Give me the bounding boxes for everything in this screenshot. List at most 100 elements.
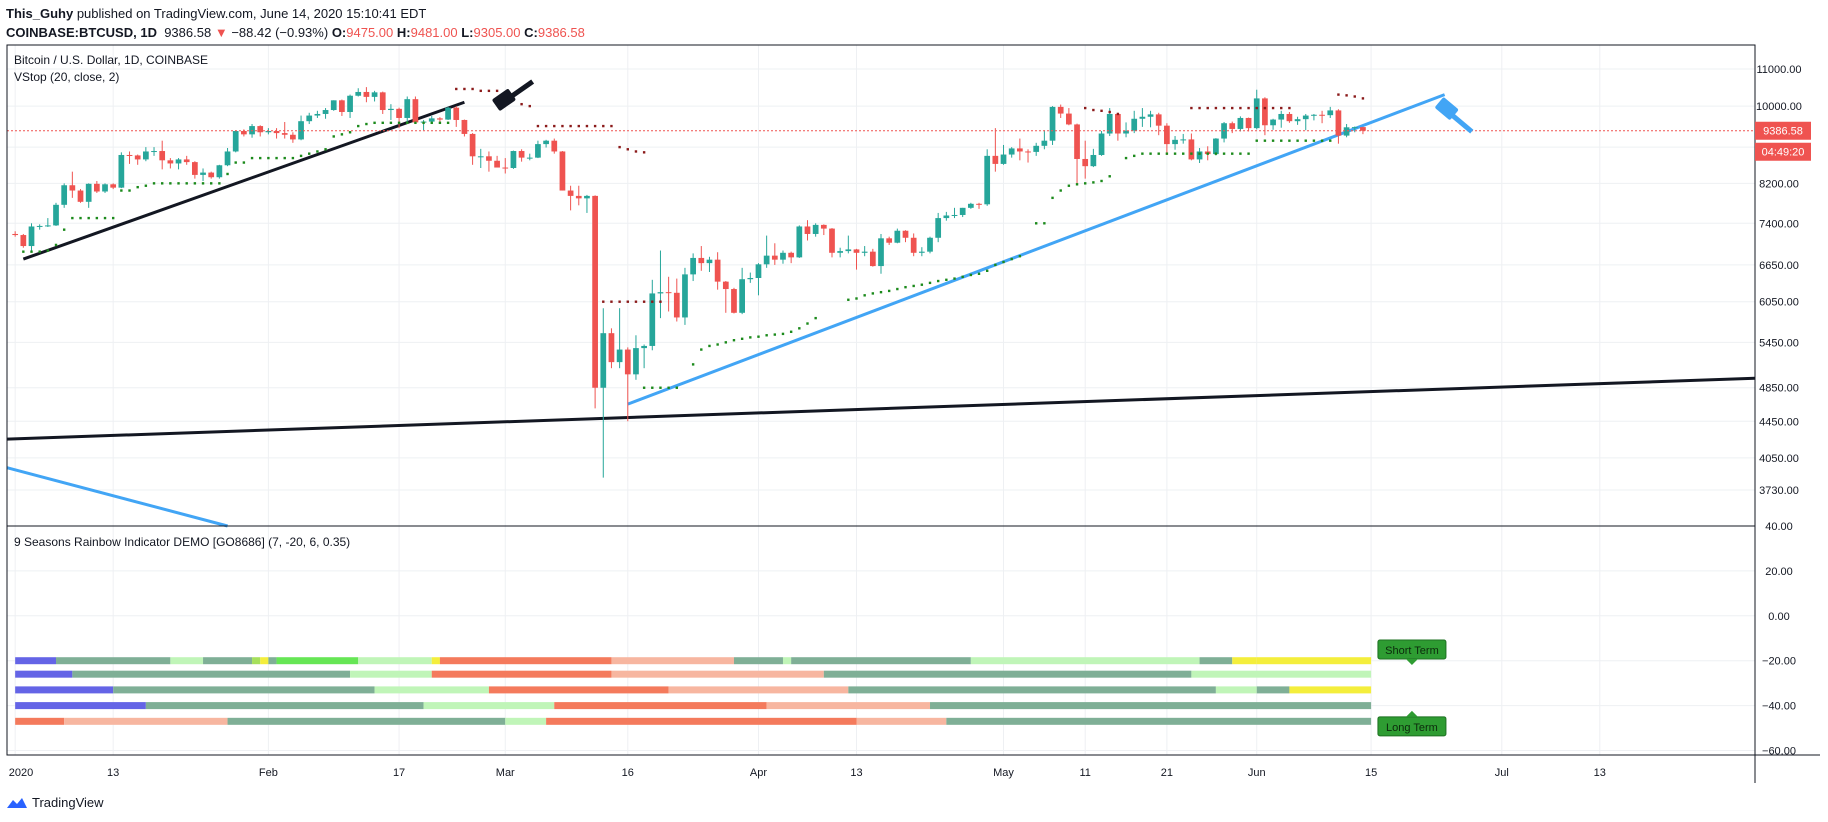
- vstop-dot: [667, 386, 670, 389]
- vstop-dot: [144, 184, 148, 187]
- vstop-dot: [1051, 196, 1054, 200]
- vstop-dot: [389, 121, 393, 125]
- candle-body: [1057, 106, 1064, 114]
- vstop-dot: [259, 156, 262, 160]
- candle-body: [192, 162, 198, 175]
- gavel-icon: [1435, 97, 1474, 134]
- candle-body: [216, 165, 223, 178]
- candle-body: [894, 230, 901, 243]
- footer: TradingView: [6, 795, 104, 810]
- vstop-dot: [1214, 106, 1218, 110]
- candle-body: [85, 183, 92, 202]
- candle-body: [739, 279, 745, 313]
- vstop-dot: [324, 148, 327, 151]
- candle-body: [28, 226, 35, 247]
- candle-body: [1319, 114, 1325, 116]
- vstop-dot: [602, 300, 605, 303]
- vstop-dot: [610, 300, 613, 303]
- vstop-dot: [561, 124, 564, 128]
- author-name[interactable]: This_Guhy: [6, 6, 74, 21]
- candle-body: [559, 151, 566, 191]
- candle-body: [1253, 98, 1260, 129]
- vstop-dot: [969, 273, 973, 277]
- trendline: [22, 100, 465, 261]
- vstop-dot: [299, 154, 303, 158]
- candle-body: [371, 92, 378, 97]
- candle-body: [404, 99, 411, 118]
- symbol-label: COINBASE:BTCUSD, 1D: [6, 25, 157, 40]
- candle-body: [567, 190, 574, 196]
- x-tick-label: Feb: [259, 767, 278, 779]
- candle-body: [967, 203, 974, 208]
- vstop-dot: [495, 89, 499, 93]
- candle-body: [951, 214, 958, 216]
- rainbow-segment: [1232, 657, 1257, 665]
- y-tick-label: 3730.00: [1759, 485, 1799, 497]
- vstop-dot: [111, 216, 115, 220]
- y-tick-label: −20.00: [1762, 656, 1796, 668]
- candle-body: [853, 249, 860, 253]
- candle-body: [1180, 139, 1187, 141]
- vstop-dot: [1198, 106, 1201, 110]
- vstop-dot: [95, 216, 99, 220]
- candle-body: [1139, 116, 1146, 119]
- x-tick-label: 2020: [9, 767, 33, 779]
- low-label: L:: [461, 25, 474, 40]
- candle-body: [1000, 154, 1007, 164]
- rainbow-segment: [15, 717, 65, 725]
- vstop-dot: [871, 292, 875, 295]
- rainbow-segment: [15, 702, 146, 710]
- candle-body: [1115, 113, 1121, 134]
- candle-body: [77, 190, 84, 202]
- candle-body: [306, 115, 313, 122]
- candle-body: [102, 184, 108, 192]
- rainbow-segment: [1215, 686, 1257, 694]
- y-tick-label: −60.00: [1762, 746, 1796, 758]
- candle-body: [1008, 148, 1015, 155]
- trendline: [6, 376, 1756, 441]
- y-tick-label: −40.00: [1762, 701, 1796, 713]
- vstop-dot: [691, 363, 695, 366]
- rainbow-segment: [733, 657, 783, 665]
- candle-body: [731, 289, 737, 313]
- vstop-dot: [120, 189, 123, 192]
- candle-body: [265, 131, 272, 133]
- rainbow-segment: [505, 717, 547, 725]
- candle-body: [396, 108, 402, 118]
- vstop-dot: [234, 161, 237, 164]
- vstop-dot: [789, 330, 793, 333]
- countdown-tag-text: 04:49:20: [1762, 147, 1805, 159]
- vstop-dot: [1255, 139, 1258, 142]
- vstop-dot: [896, 287, 899, 291]
- vstop-dot: [332, 135, 335, 138]
- vstop-dot: [1320, 139, 1324, 142]
- trendlines[interactable]: [6, 93, 1756, 528]
- rainbow-segment: [1256, 657, 1372, 665]
- vstop-dot: [487, 89, 491, 93]
- candle-body: [428, 118, 435, 122]
- vstop-dot: [30, 250, 33, 253]
- vstop-dot: [814, 316, 817, 320]
- y-tick-label: 6650.00: [1759, 260, 1799, 272]
- brand-label[interactable]: TradingView: [32, 795, 104, 810]
- candle-body: [175, 159, 182, 164]
- candle-body: [943, 215, 950, 219]
- vstop-dot: [422, 121, 425, 125]
- candle-body: [379, 92, 386, 111]
- candle-body: [93, 183, 100, 192]
- vstop-dot: [732, 339, 736, 342]
- rainbow-segment: [227, 717, 506, 725]
- vstop-dot: [1092, 108, 1095, 112]
- candle-body: [208, 172, 215, 178]
- y-tick-label: 5450.00: [1759, 337, 1799, 349]
- vstop-dot: [316, 150, 319, 153]
- rainbow-segment: [791, 657, 971, 665]
- candle-body: [200, 172, 206, 175]
- candle-body: [241, 131, 247, 135]
- tradingview-logo-icon: [7, 797, 27, 808]
- vstop-dot: [773, 333, 777, 336]
- rainbow-segment: [56, 657, 171, 665]
- vstop-dot: [618, 145, 621, 149]
- candle-body: [771, 255, 778, 260]
